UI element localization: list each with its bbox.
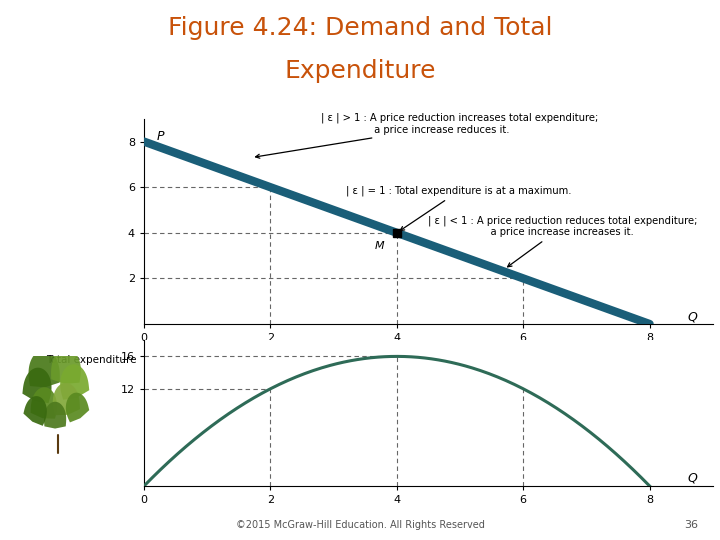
Text: Q: Q — [688, 310, 698, 323]
Text: Total expenditure: Total expenditure — [46, 355, 137, 366]
Polygon shape — [66, 393, 89, 422]
Text: ©2015 McGraw-Hill Education. All Rights Reserved: ©2015 McGraw-Hill Education. All Rights … — [235, 520, 485, 530]
Text: Figure 4.24: Demand and Total: Figure 4.24: Demand and Total — [168, 16, 552, 40]
Polygon shape — [60, 364, 89, 400]
Text: Q: Q — [688, 472, 698, 485]
Polygon shape — [24, 396, 47, 426]
Polygon shape — [29, 350, 60, 387]
Polygon shape — [53, 383, 80, 415]
Polygon shape — [22, 368, 52, 403]
Text: | ε | = 1 : Total expenditure is at a maximum.: | ε | = 1 : Total expenditure is at a ma… — [346, 186, 572, 231]
Text: | ε | < 1 : A price reduction reduces total expenditure;
                    a p: | ε | < 1 : A price reduction reduces to… — [428, 215, 698, 267]
Text: P: P — [157, 130, 164, 143]
Text: | ε | > 1 : A price reduction increases total expenditure;
                 a pr: | ε | > 1 : A price reduction increases … — [256, 113, 598, 158]
Text: 36: 36 — [685, 520, 698, 530]
Text: M: M — [374, 241, 384, 251]
Text: Expenditure: Expenditure — [284, 59, 436, 83]
Polygon shape — [30, 387, 57, 419]
Polygon shape — [51, 348, 81, 384]
Polygon shape — [44, 402, 66, 429]
